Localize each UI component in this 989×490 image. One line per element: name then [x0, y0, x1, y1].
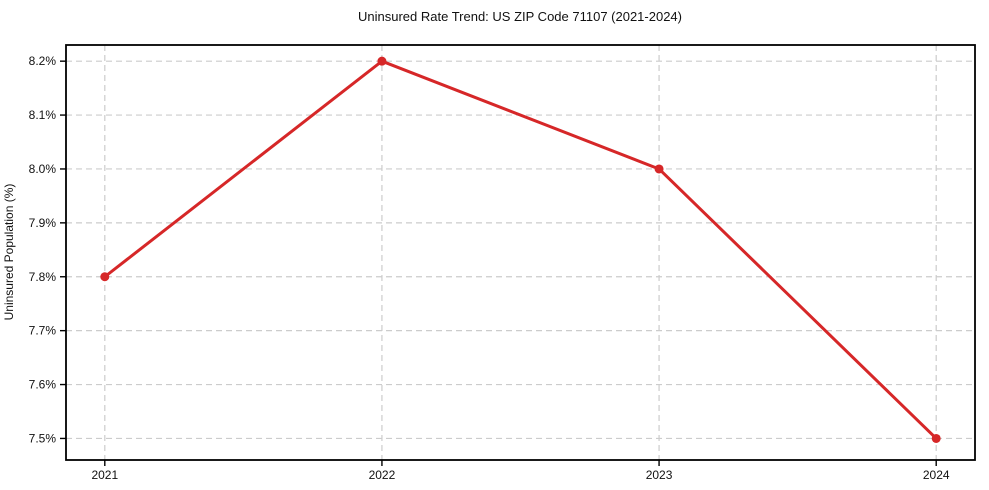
- grid-layer: [66, 45, 975, 460]
- series-layer: [100, 56, 941, 443]
- x-tick-label: 2022: [369, 468, 396, 482]
- y-tick-label: 7.6%: [29, 378, 57, 392]
- x-tick-label: 2023: [646, 468, 673, 482]
- x-tick-label: 2021: [91, 468, 118, 482]
- data-point: [654, 164, 664, 174]
- axis-layer: 7.5% 7.6% 7.7% 7.8% 7.9% 8.0% 8.1% 8.2% 2021 2022…: [29, 44, 976, 482]
- chart-title: Uninsured Rate Trend: US ZIP Code 71107 …: [358, 9, 682, 24]
- trend-line: [103, 59, 938, 440]
- y-tick-label: 8.1%: [29, 108, 57, 122]
- y-tick-label: 8.0%: [29, 162, 57, 176]
- x-tick-label: 2024: [923, 468, 950, 482]
- y-tick-label: 8.2%: [29, 54, 57, 68]
- y-tick-label: 7.9%: [29, 216, 57, 230]
- y-tick-label: 7.7%: [29, 324, 57, 338]
- plot-border: [65, 44, 976, 461]
- y-axis-label: Uninsured Population (%): [2, 184, 16, 321]
- y-tick-label: 7.8%: [29, 270, 57, 284]
- data-point: [377, 56, 387, 66]
- y-tick-label: 7.5%: [29, 431, 57, 445]
- data-point: [100, 272, 110, 282]
- data-point: [931, 433, 941, 443]
